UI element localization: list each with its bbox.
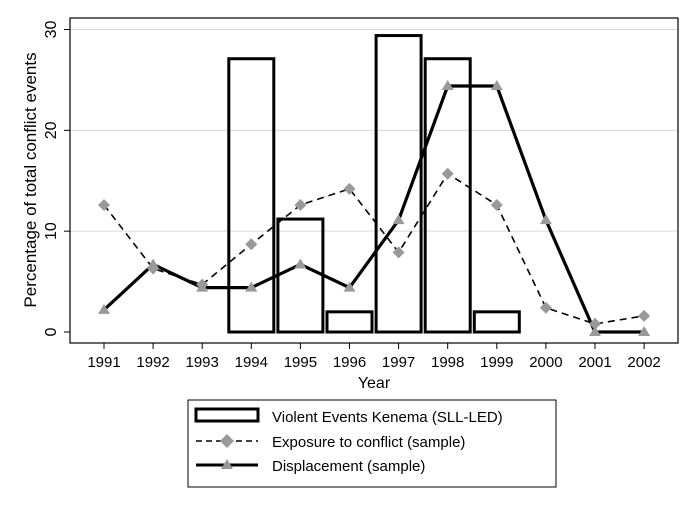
exposure-point: [539, 301, 552, 314]
exposure-point: [98, 198, 110, 211]
x-tick-label: 1998: [431, 354, 464, 371]
displacement-point: [490, 79, 503, 90]
displacement-point: [294, 258, 307, 269]
grid-lines: [70, 29, 678, 232]
plot-area-frame: [69, 17, 679, 344]
exposure-point: [589, 317, 601, 330]
x-tick-label: 2001: [578, 354, 611, 371]
y-axis-label: Percentage of total conflict events: [21, 52, 40, 307]
exposure-point: [638, 309, 651, 322]
displacement-point: [343, 281, 356, 292]
exposure-point: [441, 167, 454, 180]
x-tick-label: 2000: [529, 354, 562, 371]
exposure-point: [490, 198, 503, 211]
legend: Violent Events Kenema (SLL-LED) Exposure…: [187, 399, 557, 488]
x-tick-label: 1993: [186, 354, 219, 371]
x-tick-label: 1999: [480, 354, 513, 371]
exposure-line: [103, 172, 645, 325]
legend-swatch-displacement-marker: [221, 459, 233, 469]
displacement-point: [147, 258, 160, 269]
displacement-point: [392, 214, 405, 225]
legend-label-bar: Violent Events Kenema (SLL-LED): [272, 409, 503, 426]
exposure-point: [392, 246, 405, 259]
y-tick-label: 30: [43, 21, 60, 39]
y-tick-label: 20: [43, 121, 60, 139]
displacement-point: [638, 326, 651, 336]
displacement-point: [98, 303, 110, 314]
x-tick-label: 1994: [235, 354, 268, 371]
exposure-point: [343, 182, 356, 195]
legend-label-exposure: Exposure to conflict (sample): [272, 434, 465, 451]
bar: [423, 57, 472, 334]
exposure-point: [245, 238, 258, 251]
marker-series: [98, 79, 651, 336]
displacement-point: [196, 281, 209, 292]
y-tick-label: 10: [43, 222, 60, 240]
bar: [325, 310, 374, 334]
displacement-line: [102, 84, 645, 334]
bar: [276, 217, 325, 334]
x-tick-label: 1991: [87, 354, 120, 371]
exposure-point: [294, 198, 307, 211]
legend-swatch-bar: [194, 407, 260, 423]
displacement-point: [589, 326, 601, 336]
bar: [472, 310, 521, 334]
x-tick-label: 1992: [136, 354, 169, 371]
x-axis-label: Year: [358, 375, 391, 392]
displacement-point: [539, 214, 552, 225]
displacement-point: [245, 281, 258, 292]
y-axis: 0 10 20 30: [43, 21, 70, 336]
line-series: [102, 84, 645, 334]
displacement-point: [441, 79, 454, 90]
bar-series: [227, 34, 521, 334]
x-tick-label: 1996: [333, 354, 366, 371]
bar: [227, 57, 276, 334]
x-tick-label: 1995: [284, 354, 317, 371]
legend-label-displacement: Displacement (sample): [272, 458, 425, 475]
bar: [374, 34, 423, 334]
x-tick-label: 1997: [382, 354, 415, 371]
legend-box: [187, 399, 557, 488]
y-tick-label: 0: [43, 327, 60, 336]
legend-swatch-exposure-marker: [220, 434, 234, 448]
x-axis: 1991 1992 1993 1994 1995 1996 1997 1998 1999 2000…: [87, 343, 661, 371]
x-tick-label: 2002: [627, 354, 660, 371]
